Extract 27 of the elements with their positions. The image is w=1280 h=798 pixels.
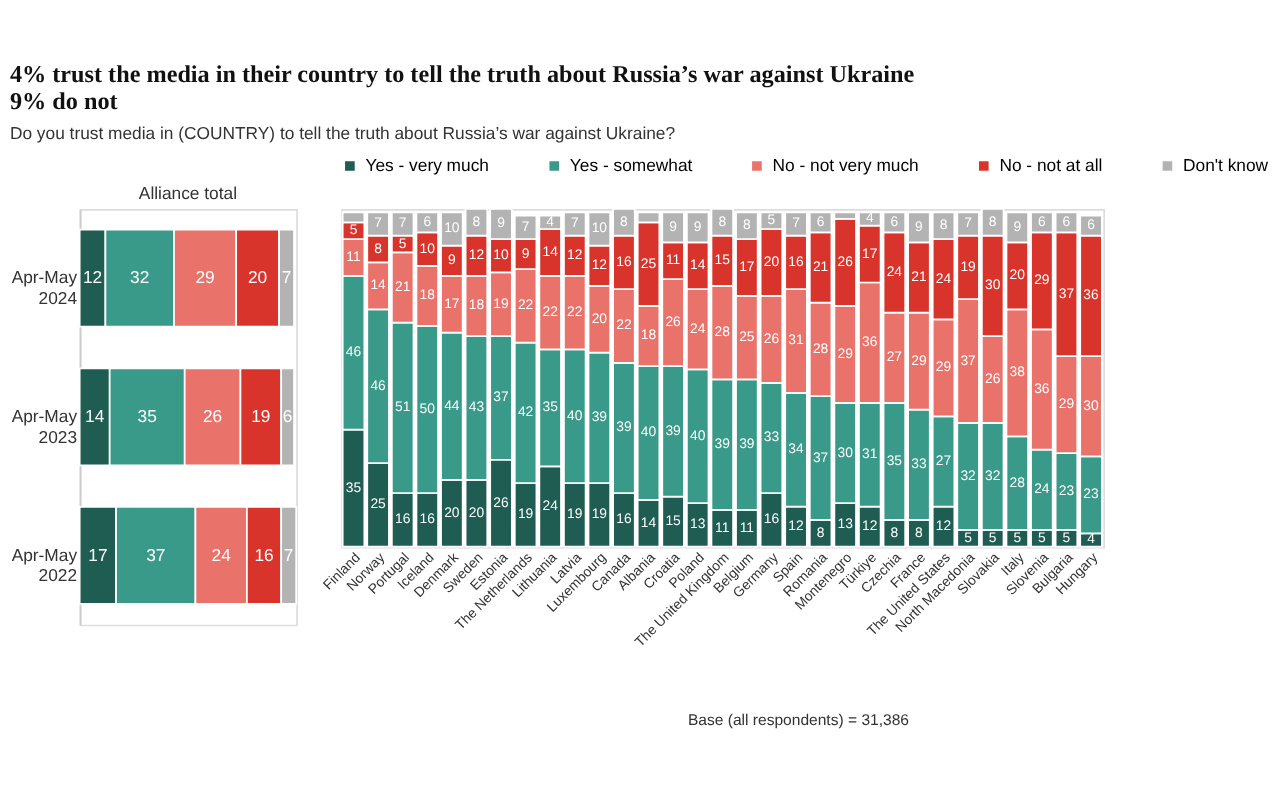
data-label: 35 [137, 405, 158, 426]
data-label: 20 [247, 267, 268, 288]
legend-label: Yes - somewhat [569, 155, 694, 176]
chart-title: Alliance total [138, 182, 238, 203]
data-label: 17 [88, 544, 108, 565]
data-label: 6 [282, 405, 293, 426]
y-tick-label: Apr-May 2023 [11, 405, 79, 447]
data-label: 14 [85, 405, 105, 426]
y-tick-label: Apr-May 2024 [11, 267, 79, 309]
data-label: 24 [211, 544, 232, 565]
text: Base (all respondents) = 31,386 [687, 711, 910, 730]
data-label: 29 [195, 267, 216, 288]
data-label: 32 [130, 267, 150, 288]
data-label: 26 [202, 405, 223, 426]
data-label: 7 [283, 544, 294, 565]
legend-label: Yes - very much [365, 155, 490, 176]
data-label: 7 [281, 267, 292, 288]
y-tick-label: Apr-May 2022 [11, 544, 79, 586]
data-label: 16 [254, 544, 275, 565]
legend-label: Don't know [1183, 155, 1270, 176]
chart-subtitle: Do you trust media in (COUNTRY) to tell the truth about Russia’s war against Ukraine? [9, 122, 676, 143]
data-label: 19 [251, 405, 271, 426]
legend-label: No - not very much [772, 155, 920, 176]
data-label: 37 [146, 544, 166, 565]
chart-title: 4% trust the media in their country to tell the truth about Russia’s war against Ukraine 9% do not [9, 59, 916, 116]
legend-label: No - not at all [999, 155, 1103, 176]
data-label: 12 [82, 267, 103, 288]
